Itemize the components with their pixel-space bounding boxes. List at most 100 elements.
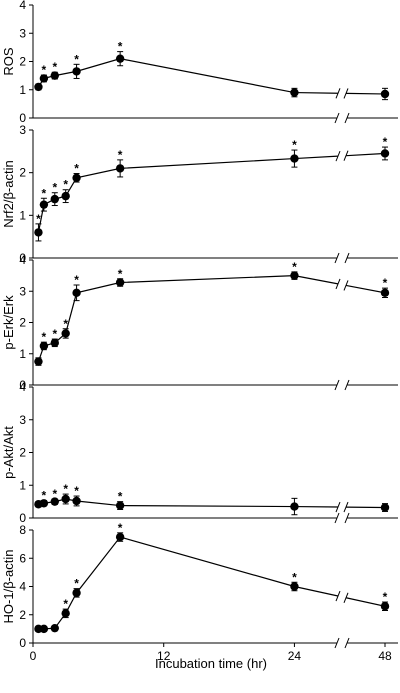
- data-point: [50, 497, 59, 506]
- y-tick-label: 2: [19, 608, 26, 622]
- line-break-slash: [343, 501, 349, 513]
- data-point: [34, 357, 43, 366]
- axis-break-mark: [334, 637, 350, 649]
- axis-break-slash: [334, 512, 340, 524]
- y-tick-label: 0: [19, 378, 26, 392]
- panel-1: 0 1 2 3 4 ROS * * * *: [1, 0, 398, 125]
- significance-asterisk: *: [36, 212, 41, 226]
- data-point: [290, 154, 299, 163]
- data-point: [290, 271, 299, 280]
- y-tick-label: 2: [19, 166, 26, 180]
- series-line: [294, 91, 339, 94]
- data-point: [115, 501, 125, 510]
- significance-asterisk: *: [42, 330, 47, 344]
- data-point: [380, 503, 390, 512]
- y-axis-label: p-Akt/Akt: [1, 426, 16, 479]
- y-tick-label: 8: [19, 523, 26, 537]
- data-point: [115, 54, 125, 63]
- significance-asterisk: *: [74, 162, 79, 176]
- data-point: [61, 191, 70, 201]
- data-point: [72, 67, 81, 76]
- axis-break-slash: [334, 252, 340, 264]
- y-tick-label: 4: [19, 580, 26, 594]
- line-break-slash: [335, 150, 341, 162]
- data-point: [72, 288, 81, 298]
- x-tick-label: 12: [157, 649, 171, 663]
- significance-asterisk: *: [292, 570, 297, 584]
- y-tick-label: 2: [19, 446, 26, 460]
- y-tick-label: 0: [19, 511, 26, 525]
- panel-3: 0 1 2 3 4 p-Erk/Erk * * * * * * *: [1, 253, 398, 392]
- y-tick-label: 4: [19, 253, 26, 267]
- line-break-slash: [335, 590, 341, 602]
- data-point: [380, 89, 390, 99]
- significance-asterisk: *: [63, 597, 68, 611]
- data-point: [34, 228, 43, 237]
- y-axis-label: ROS: [1, 47, 16, 76]
- significance-asterisk: *: [383, 276, 388, 290]
- y-axis-label: HO-1/β-actin: [1, 550, 16, 624]
- significance-asterisk: *: [118, 148, 123, 162]
- axis-break-slash: [344, 112, 350, 124]
- data-point: [290, 502, 299, 511]
- significance-asterisk: *: [383, 590, 388, 604]
- significance-asterisk: *: [52, 487, 57, 501]
- data-point: [50, 338, 59, 348]
- significance-asterisk: *: [118, 40, 123, 54]
- panel-5: 0 2 4 6 8HO-1/β-actin * * * * *: [1, 521, 398, 650]
- data-point: [380, 288, 390, 298]
- data-point: [39, 499, 49, 508]
- axis-break-gap: [337, 637, 347, 649]
- y-tick-label: 3: [19, 413, 26, 427]
- data-point: [380, 149, 390, 158]
- y-tick-label: 1: [19, 208, 26, 222]
- line-break-slash: [343, 88, 349, 99]
- x-axis-label: Incubation time (hr): [155, 656, 267, 671]
- significance-asterisk: *: [63, 317, 68, 331]
- significance-asterisk: *: [118, 267, 123, 281]
- significance-asterisk: *: [42, 63, 47, 77]
- axis-break-slash: [344, 637, 350, 649]
- significance-asterisk: *: [292, 260, 297, 274]
- data-point: [115, 164, 125, 173]
- y-tick-label: 3: [19, 284, 26, 298]
- data-point: [61, 494, 70, 504]
- axis-break-gap: [337, 379, 347, 391]
- data-point: [115, 278, 125, 287]
- data-point: [39, 200, 49, 209]
- series-line: [345, 284, 386, 294]
- axis-break-gap: [337, 512, 347, 524]
- y-tick-label: 1: [19, 83, 26, 97]
- y-tick-label: 4: [19, 380, 26, 394]
- x-tick-label: 0: [30, 649, 37, 663]
- data-point: [50, 71, 59, 80]
- significance-asterisk: *: [74, 577, 79, 591]
- y-tick-label: 4: [19, 0, 26, 12]
- data-point: [61, 609, 70, 618]
- series-line: [345, 597, 386, 607]
- data-point: [72, 588, 81, 598]
- panel-4: 0 1 2 3 4 p-Akt/Akt * * * * *: [1, 380, 398, 525]
- y-tick-label: 0: [19, 251, 26, 265]
- data-point: [290, 582, 299, 591]
- line-break-slash: [343, 150, 349, 161]
- significance-asterisk: *: [74, 273, 79, 287]
- series-line: [345, 92, 386, 95]
- line-break-slash: [343, 592, 349, 603]
- y-axis-label: p-Erk/Erk: [1, 295, 16, 350]
- significance-asterisk: *: [52, 181, 57, 195]
- data-point: [39, 624, 49, 634]
- axis-break-mark: [334, 379, 350, 391]
- y-tick-label: 1: [19, 478, 26, 492]
- axis-break-mark: [334, 112, 350, 124]
- axis-break-slash: [344, 379, 350, 391]
- y-tick-label: 0: [19, 636, 26, 650]
- axis-break-slash: [334, 112, 340, 124]
- y-tick-label: 2: [19, 316, 26, 330]
- axis-break-slash: [334, 379, 340, 391]
- data-point: [290, 88, 299, 97]
- y-axis-label: Nrf2/β-actin: [1, 160, 16, 227]
